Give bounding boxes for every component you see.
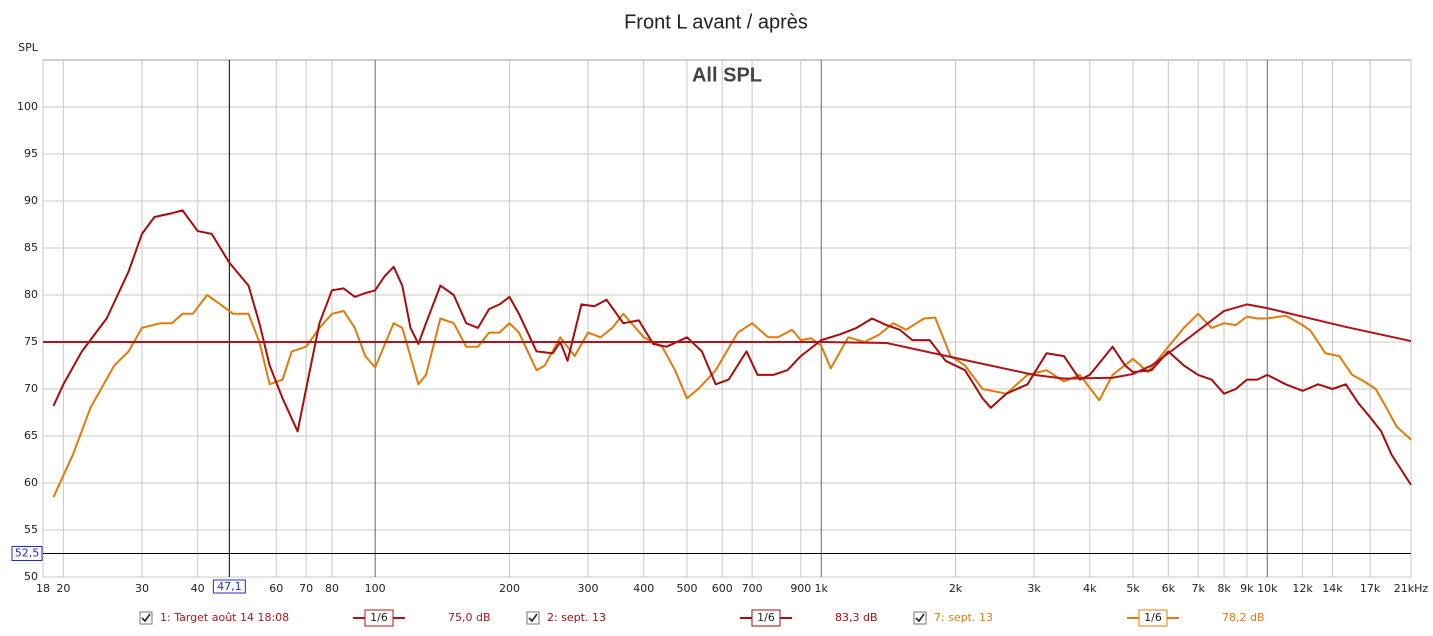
legend-checkbox[interactable]	[913, 611, 927, 625]
x-tick-label: 60	[269, 582, 283, 595]
x-tick-label: 5k	[1126, 582, 1140, 595]
legend-checkmark	[528, 613, 538, 623]
x-tick-label: 1k	[815, 582, 829, 595]
y-tick-label: 95	[24, 147, 38, 160]
x-tick-label: 10k	[1257, 582, 1278, 595]
x-tick-label: 17k	[1360, 582, 1381, 595]
x-tick-label: 14k	[1322, 582, 1343, 595]
y-axis-label: SPL	[18, 41, 39, 54]
y-tick-label: 55	[24, 523, 38, 536]
smoothing-box[interactable]	[364, 609, 394, 627]
chart-title: Front L avant / après	[624, 11, 808, 33]
legend-level: 78,2 dB	[1222, 611, 1265, 624]
legend-checkmark	[141, 613, 151, 623]
x-tick-label: 600	[712, 582, 733, 595]
legend-level: 83,3 dB	[835, 611, 878, 624]
x-tick-label: 18	[36, 582, 50, 595]
smoothing-label[interactable]: 1/6	[370, 611, 388, 624]
x-tick-label: 500	[676, 582, 697, 595]
x-tick-label: 70	[299, 582, 313, 595]
x-tick-label: 900	[790, 582, 811, 595]
y-tick-label: 65	[24, 429, 38, 442]
x-tick-label: 8k	[1217, 582, 1231, 595]
x-tick-label: 12k	[1292, 582, 1313, 595]
x-tick-label: 2k	[949, 582, 963, 595]
y-tick-label: 70	[24, 382, 38, 395]
y-tick-label: 50	[24, 570, 38, 583]
x-tick-label: 7k	[1191, 582, 1205, 595]
cursor-y-label: 52,5	[15, 547, 40, 560]
x-tick-label: 21kHz	[1394, 582, 1429, 595]
y-tick-label: 85	[24, 241, 38, 254]
legend-label[interactable]: 1: Target août 14 18:08	[160, 611, 289, 624]
plot-area	[42, 59, 1412, 578]
cursor-x-label: 47,1	[217, 580, 242, 593]
x-tick-label: 40	[191, 582, 205, 595]
legend-level: 75,0 dB	[448, 611, 491, 624]
legend-checkbox[interactable]	[526, 611, 540, 625]
x-tick-label: 400	[633, 582, 654, 595]
smoothing-box[interactable]	[1138, 609, 1168, 627]
x-tick-label: 30	[135, 582, 149, 595]
smoothing-box[interactable]	[751, 609, 781, 627]
y-tick-label: 90	[24, 194, 38, 207]
overlay-label: All SPL	[692, 64, 762, 86]
legend-checkbox[interactable]	[139, 611, 153, 625]
legend-label[interactable]: 7: sept. 13	[934, 611, 993, 624]
x-tick-label: 100	[365, 582, 386, 595]
x-tick-label: 80	[325, 582, 339, 595]
legend-label[interactable]: 2: sept. 13	[547, 611, 606, 624]
x-tick-label: 20	[56, 582, 70, 595]
series-line	[52, 209, 1412, 486]
y-tick-label: 100	[17, 100, 38, 113]
y-tick-label: 80	[24, 288, 38, 301]
y-tick-label: 60	[24, 476, 38, 489]
smoothing-label[interactable]: 1/6	[757, 611, 775, 624]
x-tick-label: 4k	[1083, 582, 1097, 595]
x-tick-label: 200	[499, 582, 520, 595]
smoothing-label[interactable]: 1/6	[1144, 611, 1162, 624]
x-tick-label: 700	[742, 582, 763, 595]
x-tick-label: 300	[578, 582, 599, 595]
cursor-label-box	[11, 546, 43, 561]
series-line	[43, 303, 1412, 380]
cursor-label-box	[212, 579, 246, 594]
x-tick-label: 3k	[1027, 582, 1041, 595]
x-tick-label: 9k	[1240, 582, 1254, 595]
y-tick-label: 75	[24, 335, 38, 348]
legend-checkmark	[915, 613, 925, 623]
x-tick-label: 6k	[1162, 582, 1176, 595]
